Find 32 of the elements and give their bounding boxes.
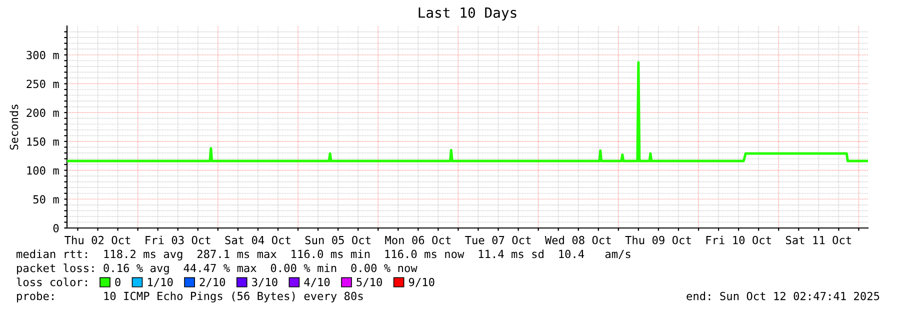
y-tick-label: 100 m [27, 166, 59, 175]
line-series [67, 61, 868, 162]
legend-label: 4/10 [304, 278, 330, 288]
legend-title: loss color: [16, 278, 87, 286]
y-axis-title: Seconds [10, 104, 18, 150]
x-tick-label: Tue 07 Oct [465, 236, 531, 244]
chart-title: Last 10 Days [418, 7, 516, 21]
x-tick-label: Wed 08 Oct [544, 236, 611, 244]
text: median rtt: 118.2 ms avg 287.1 ms max 116.0 ms min 116.0 ms now 11.4 ms sd 10.4 am/s [16, 250, 630, 260]
legend-label: 5/10 [356, 278, 382, 288]
x-tick-label: Mon 06 Oct [385, 236, 451, 244]
legend-label: 0 [115, 278, 120, 286]
x-tick-label: Sun 05 Oct [305, 236, 370, 244]
x-tick-label: Fri 10 Oct [706, 236, 771, 244]
legend-label: 1/10 [148, 278, 173, 288]
x-tick-label: Sat 11 Oct [786, 236, 852, 244]
y-tick-label: 250 m [26, 80, 59, 88]
x-tick-label: Sat 04 Oct [225, 236, 290, 244]
y-tick-label: 200 m [26, 108, 59, 117]
y-tick-label: 50 m [33, 195, 59, 204]
legend-label: 2/10 [200, 278, 226, 288]
x-tick-label: Fri 03 Oct [146, 236, 210, 244]
legend-label: 3/10 [252, 278, 278, 288]
text: end: Sun Oct 12 02:47:41 2025 [686, 292, 880, 300]
y-tick-label: 0 [53, 224, 59, 232]
y-tick-label: 300 m [26, 50, 59, 60]
y-tick-label: 150 m [27, 137, 59, 146]
x-tick-label: Thu 09 Oct [625, 236, 691, 244]
legend-label: 9/10 [408, 278, 434, 288]
text: packet loss: 0.16 % avg 44.47 % max 0.00 % min 0.00 % now [17, 264, 418, 274]
x-tick-label: Thu 02 Oct [64, 236, 130, 244]
text: probe: 10 ICMP Echo Pings (56 Bytes) every 80s [17, 292, 363, 302]
